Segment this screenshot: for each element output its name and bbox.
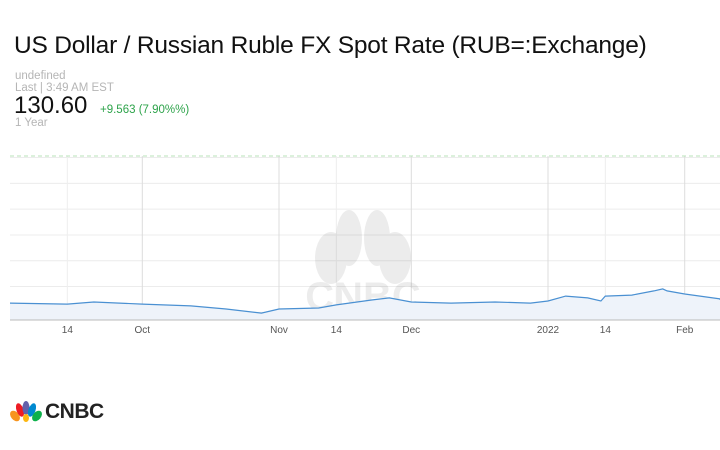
x-tick-label: 14 xyxy=(62,325,74,336)
x-tick-label: Feb xyxy=(676,325,694,336)
last-price: 130.60 xyxy=(14,92,88,119)
subtitle: undefined xyxy=(15,70,66,82)
x-tick-label: 2022 xyxy=(537,325,560,336)
price-chart: CNBC 14 Oct Nov 14 Dec 2022 14 Feb xyxy=(9,155,720,336)
peacock-icon xyxy=(10,401,42,422)
price-change: +9.563 (7.90%%) xyxy=(100,104,190,116)
x-tick-label: 14 xyxy=(600,325,612,336)
x-tick-label: Oct xyxy=(135,325,151,336)
x-tick-label: 14 xyxy=(331,325,343,336)
series-area xyxy=(10,288,720,320)
x-tick-label: Nov xyxy=(270,325,288,336)
grid xyxy=(10,156,720,320)
series-line xyxy=(9,288,720,314)
logo-text: CNBC xyxy=(45,400,104,423)
cnbc-logo: CNBC xyxy=(10,400,104,424)
x-tick-label: Dec xyxy=(402,325,420,336)
page-title: US Dollar / Russian Ruble FX Spot Rate (… xyxy=(14,32,647,59)
last-updated: Last | 3:49 AM EST xyxy=(15,82,114,94)
time-range: 1 Year xyxy=(15,117,48,129)
